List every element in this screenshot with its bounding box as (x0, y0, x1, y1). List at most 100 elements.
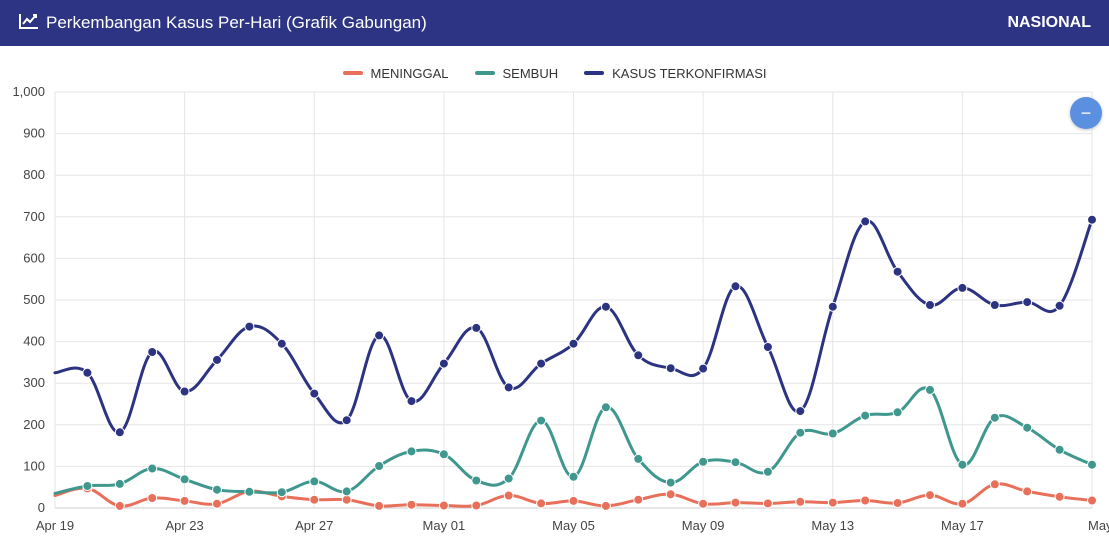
data-point-kasus-terkonfirmasi[interactable] (212, 354, 222, 365)
legend-item-terkonfirmasi[interactable]: KASUS TERKONFIRMASI (584, 66, 766, 81)
data-point-sembuh[interactable] (147, 463, 158, 474)
data-point-sembuh[interactable] (795, 427, 806, 438)
data-point-meninggal[interactable] (212, 498, 222, 509)
data-point-meninggal[interactable] (471, 500, 482, 511)
data-point-sembuh[interactable] (212, 484, 222, 495)
data-point-meninggal[interactable] (600, 500, 611, 511)
data-point-meninggal[interactable] (633, 494, 644, 505)
data-point-sembuh[interactable] (406, 446, 417, 457)
data-point-sembuh[interactable] (503, 473, 514, 484)
data-point-meninggal[interactable] (1022, 486, 1033, 497)
data-point-kasus-terkonfirmasi[interactable] (762, 342, 773, 352)
data-point-meninggal[interactable] (730, 497, 741, 508)
axis-labels: 0 100 200 300 400 500 600 700 800 900 1,000 Apr 19 A… (12, 84, 1109, 533)
data-point-kasus-terkonfirmasi[interactable] (957, 282, 968, 293)
data-point-sembuh[interactable] (1022, 422, 1033, 433)
data-point-meninggal[interactable] (406, 499, 417, 510)
data-point-sembuh[interactable] (82, 481, 93, 491)
data-point-kasus-terkonfirmasi[interactable] (244, 321, 255, 332)
data-point-sembuh[interactable] (536, 415, 547, 426)
data-point-sembuh[interactable] (1054, 444, 1065, 455)
data-point-meninggal[interactable] (827, 497, 838, 508)
data-point-kasus-terkonfirmasi[interactable] (179, 386, 190, 397)
data-point-sembuh[interactable] (665, 477, 676, 488)
data-point-meninggal[interactable] (665, 489, 676, 500)
data-point-meninggal[interactable] (1087, 495, 1097, 506)
data-point-meninggal[interactable] (957, 498, 968, 509)
region-label[interactable]: NASIONAL (1007, 14, 1091, 31)
zoom-out-button[interactable]: − (1070, 97, 1102, 129)
data-point-sembuh[interactable] (114, 478, 125, 489)
data-point-kasus-terkonfirmasi[interactable] (892, 266, 903, 277)
data-point-sembuh[interactable] (276, 487, 287, 498)
data-point-meninggal[interactable] (503, 490, 514, 501)
data-point-meninggal[interactable] (114, 500, 125, 511)
data-point-meninggal[interactable] (341, 494, 352, 505)
data-point-meninggal[interactable] (698, 498, 709, 509)
data-point-sembuh[interactable] (762, 466, 773, 477)
data-point-kasus-terkonfirmasi[interactable] (406, 396, 417, 407)
data-point-sembuh[interactable] (568, 471, 579, 482)
data-point-kasus-terkonfirmasi[interactable] (1054, 300, 1065, 311)
data-point-kasus-terkonfirmasi[interactable] (568, 338, 579, 349)
data-point-kasus-terkonfirmasi[interactable] (147, 347, 158, 357)
data-point-meninggal[interactable] (568, 495, 579, 506)
data-point-meninggal[interactable] (374, 500, 385, 511)
data-point-sembuh[interactable] (989, 412, 1000, 423)
data-point-sembuh[interactable] (309, 476, 320, 487)
data-point-meninggal[interactable] (795, 496, 806, 507)
legend-item-meninggal[interactable]: MENINGGAL (342, 66, 449, 81)
data-point-meninggal[interactable] (179, 495, 190, 506)
data-point-meninggal[interactable] (762, 498, 773, 509)
data-point-sembuh[interactable] (957, 459, 968, 470)
data-point-kasus-terkonfirmasi[interactable] (438, 358, 449, 369)
data-point-sembuh[interactable] (179, 474, 190, 485)
data-point-kasus-terkonfirmasi[interactable] (698, 363, 709, 374)
x-tick-label: May 05 (552, 518, 595, 533)
data-point-kasus-terkonfirmasi[interactable] (114, 427, 125, 438)
data-point-sembuh[interactable] (892, 407, 903, 418)
data-point-sembuh[interactable] (860, 410, 871, 421)
data-point-sembuh[interactable] (341, 486, 352, 497)
data-point-sembuh[interactable] (438, 449, 449, 460)
data-point-kasus-terkonfirmasi[interactable] (795, 406, 806, 417)
data-point-kasus-terkonfirmasi[interactable] (730, 281, 741, 292)
data-point-sembuh[interactable] (730, 457, 741, 468)
data-point-sembuh[interactable] (633, 453, 644, 464)
data-point-kasus-terkonfirmasi[interactable] (925, 300, 935, 310)
data-point-meninggal[interactable] (892, 498, 903, 508)
data-point-kasus-terkonfirmasi[interactable] (827, 301, 838, 312)
data-point-kasus-terkonfirmasi[interactable] (989, 300, 1000, 310)
data-point-sembuh[interactable] (1087, 459, 1097, 470)
data-point-kasus-terkonfirmasi[interactable] (860, 216, 871, 227)
data-point-kasus-terkonfirmasi[interactable] (1087, 214, 1097, 225)
data-point-sembuh[interactable] (600, 402, 611, 413)
data-point-sembuh[interactable] (471, 475, 482, 486)
data-point-kasus-terkonfirmasi[interactable] (82, 367, 93, 378)
data-point-kasus-terkonfirmasi[interactable] (309, 388, 320, 399)
data-point-kasus-terkonfirmasi[interactable] (471, 322, 482, 333)
data-point-kasus-terkonfirmasi[interactable] (600, 301, 611, 312)
data-point-kasus-terkonfirmasi[interactable] (276, 338, 287, 349)
data-point-sembuh[interactable] (698, 456, 709, 467)
data-point-sembuh[interactable] (925, 384, 935, 395)
data-point-kasus-terkonfirmasi[interactable] (374, 330, 385, 341)
data-point-kasus-terkonfirmasi[interactable] (536, 358, 547, 369)
data-point-kasus-terkonfirmasi[interactable] (633, 350, 644, 361)
legend-item-sembuh[interactable]: SEMBUH (474, 66, 558, 81)
data-point-meninggal[interactable] (438, 500, 449, 511)
data-point-meninggal[interactable] (860, 495, 871, 506)
data-point-meninggal[interactable] (1054, 491, 1065, 502)
data-point-meninggal[interactable] (989, 479, 1000, 490)
data-point-meninggal[interactable] (536, 498, 547, 509)
data-point-meninggal[interactable] (147, 493, 158, 503)
data-point-kasus-terkonfirmasi[interactable] (665, 363, 676, 374)
data-point-meninggal[interactable] (925, 490, 935, 501)
data-point-kasus-terkonfirmasi[interactable] (503, 382, 514, 393)
data-point-sembuh[interactable] (374, 461, 385, 471)
data-point-kasus-terkonfirmasi[interactable] (341, 415, 352, 426)
data-point-sembuh[interactable] (827, 428, 838, 439)
data-point-kasus-terkonfirmasi[interactable] (1022, 297, 1033, 308)
data-point-meninggal[interactable] (309, 494, 320, 505)
data-point-sembuh[interactable] (244, 486, 255, 497)
